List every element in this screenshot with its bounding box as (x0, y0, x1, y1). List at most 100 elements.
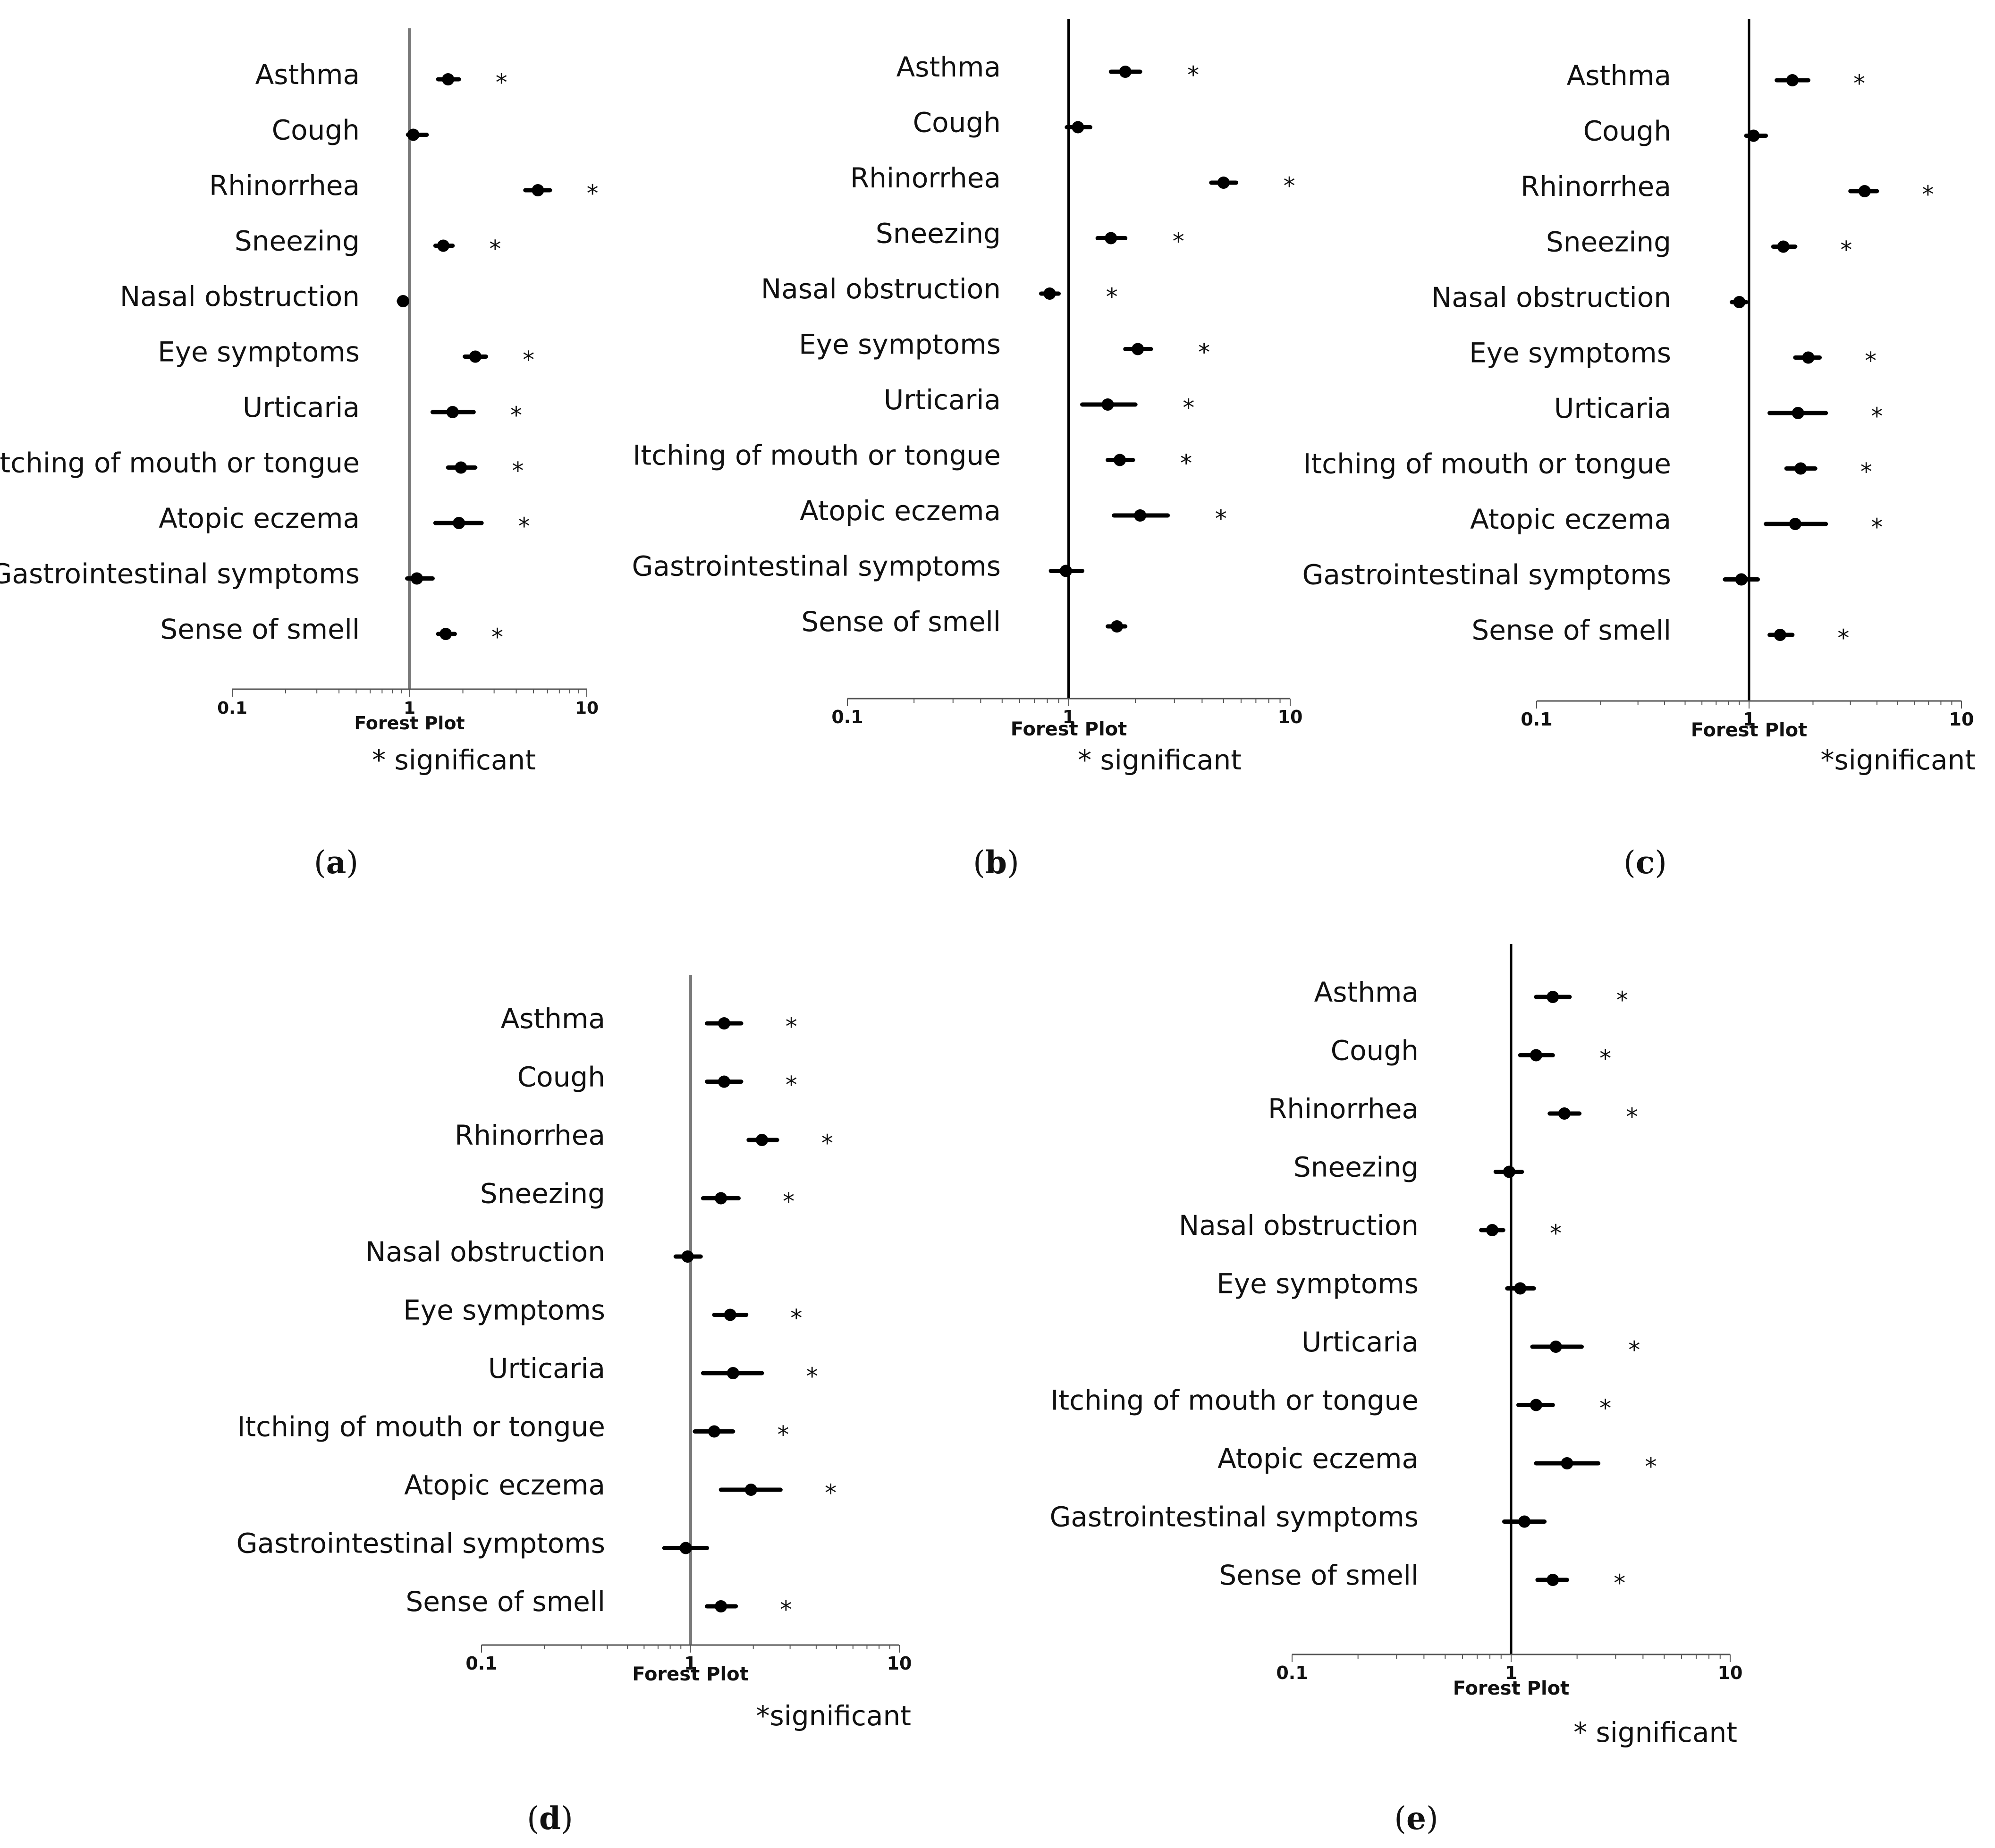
row-label: Atopic eczema (1470, 503, 1671, 535)
estimate-point (1119, 66, 1132, 78)
significance-star: * (1599, 1395, 1611, 1422)
estimate-point (1858, 185, 1871, 197)
estimate-point (1072, 121, 1084, 134)
x-axis-title: Forest Plot (1453, 1678, 1570, 1699)
panel-caption: (e) (1394, 1800, 1438, 1837)
significance-star: * (1853, 70, 1865, 97)
panel-caption-letter: e (1406, 1800, 1426, 1837)
row-label: Itching of mouth or tongue (237, 1411, 605, 1443)
significance-star: * (1871, 514, 1883, 541)
row-label: Rhinorrhea (209, 169, 360, 202)
estimate-point (1518, 1515, 1531, 1528)
row-label: Atopic eczema (404, 1469, 605, 1501)
row-label: Cough (517, 1061, 605, 1093)
row-label: Itching of mouth or tongue (0, 447, 360, 479)
estimate-point (453, 517, 465, 529)
estimate-point (1514, 1282, 1527, 1295)
significance-star: * (1187, 61, 1199, 89)
panel-d: 0.1 1 10 Forest Plot *significant (d) Asthma * C… (236, 975, 912, 1837)
significance-star: * (1183, 394, 1194, 422)
estimate-point (532, 184, 544, 196)
significance-star: * (780, 1596, 792, 1623)
estimate-point (1792, 407, 1804, 419)
estimate-point (1101, 398, 1114, 411)
estimate-point (724, 1308, 736, 1321)
significance-note: * significant (372, 744, 536, 776)
significance-star: * (1860, 458, 1872, 486)
significance-star: * (1837, 624, 1849, 652)
estimate-point (1786, 74, 1799, 86)
row-label: Itching of mouth or tongue (1303, 448, 1671, 480)
row-label: Asthma (1567, 59, 1671, 92)
x-tick-label: 10 (1278, 707, 1303, 727)
row-label: Gastrointestinal symptoms (632, 550, 1001, 582)
panel-caption-letter: d (539, 1800, 561, 1837)
x-tick-label: 1 (684, 1653, 696, 1674)
significance-star: * (1180, 450, 1192, 477)
estimate-point (727, 1367, 739, 1379)
significance-star: * (1840, 236, 1852, 264)
estimate-point (1733, 296, 1746, 308)
x-tick-label: 10 (575, 699, 599, 718)
significance-star: * (1614, 1570, 1625, 1597)
row-label: Eye symptoms (1217, 1268, 1419, 1300)
x-tick-label: 0.1 (1276, 1662, 1308, 1683)
estimate-point (1561, 1457, 1573, 1469)
significance-star: * (518, 513, 530, 540)
significance-star: * (778, 1421, 789, 1449)
row-label: Sense of smell (160, 613, 360, 645)
row-label: Sense of smell (1219, 1559, 1419, 1591)
row-label: Gastrointestinal symptoms (236, 1527, 605, 1560)
estimate-point (715, 1600, 727, 1612)
row-label: Atopic eczema (800, 495, 1001, 527)
estimate-point (1132, 343, 1144, 355)
row-label: Urticaria (1554, 392, 1671, 424)
significance-star: * (806, 1363, 818, 1390)
estimate-point (1114, 454, 1126, 466)
row-label: Sneezing (235, 225, 360, 257)
row-label: Rhinorrhea (850, 162, 1001, 194)
row-label: Sneezing (1546, 226, 1671, 258)
estimate-point (1549, 1341, 1562, 1353)
row-label: Asthma (1314, 976, 1419, 1008)
panel-caption: (c) (1623, 844, 1667, 881)
estimate-point (756, 1134, 769, 1146)
significance-star: * (1173, 228, 1184, 255)
estimate-point (718, 1017, 730, 1029)
significance-star: * (489, 236, 501, 263)
significance-star: * (510, 402, 522, 429)
significance-note: *significant (1821, 744, 1976, 776)
panel-caption: (d) (527, 1800, 573, 1837)
estimate-point (718, 1075, 730, 1088)
significance-note: * significant (1078, 744, 1242, 776)
row-label: Asthma (501, 1003, 605, 1035)
significance-star: * (1198, 339, 1210, 366)
estimate-point (1217, 177, 1230, 189)
estimate-point (1111, 620, 1123, 633)
row-label: Cough (272, 114, 360, 146)
x-tick-label: 1 (1063, 707, 1075, 727)
significance-star: * (491, 624, 503, 651)
row-label: Nasal obstruction (1179, 1209, 1419, 1241)
estimate-point (715, 1192, 727, 1205)
row-label: Urticaria (1302, 1326, 1419, 1358)
significance-star: * (1215, 505, 1227, 532)
estimate-point (455, 461, 467, 474)
row-label: Cough (1583, 115, 1671, 147)
estimate-point (708, 1425, 720, 1438)
row-label: Rhinorrhea (1521, 170, 1671, 203)
row-label: Eye symptoms (799, 329, 1001, 361)
significance-star: * (1106, 283, 1118, 311)
panel-b: 0.1 1 10 Forest Plot * significant (b) Asthma *… (632, 19, 1302, 881)
panel-caption: (b) (973, 844, 1019, 881)
panel-caption: (a) (314, 844, 358, 881)
x-axis-title: Forest Plot (632, 1663, 749, 1685)
row-label: Sense of smell (406, 1586, 605, 1618)
estimate-point (407, 128, 420, 141)
row-label: Sneezing (876, 218, 1001, 250)
row-label: Gastrointestinal symptoms (1049, 1501, 1419, 1533)
estimate-point (1059, 565, 1072, 577)
panel-caption-letter: c (1636, 844, 1655, 881)
row-label: Atopic eczema (1217, 1443, 1419, 1475)
